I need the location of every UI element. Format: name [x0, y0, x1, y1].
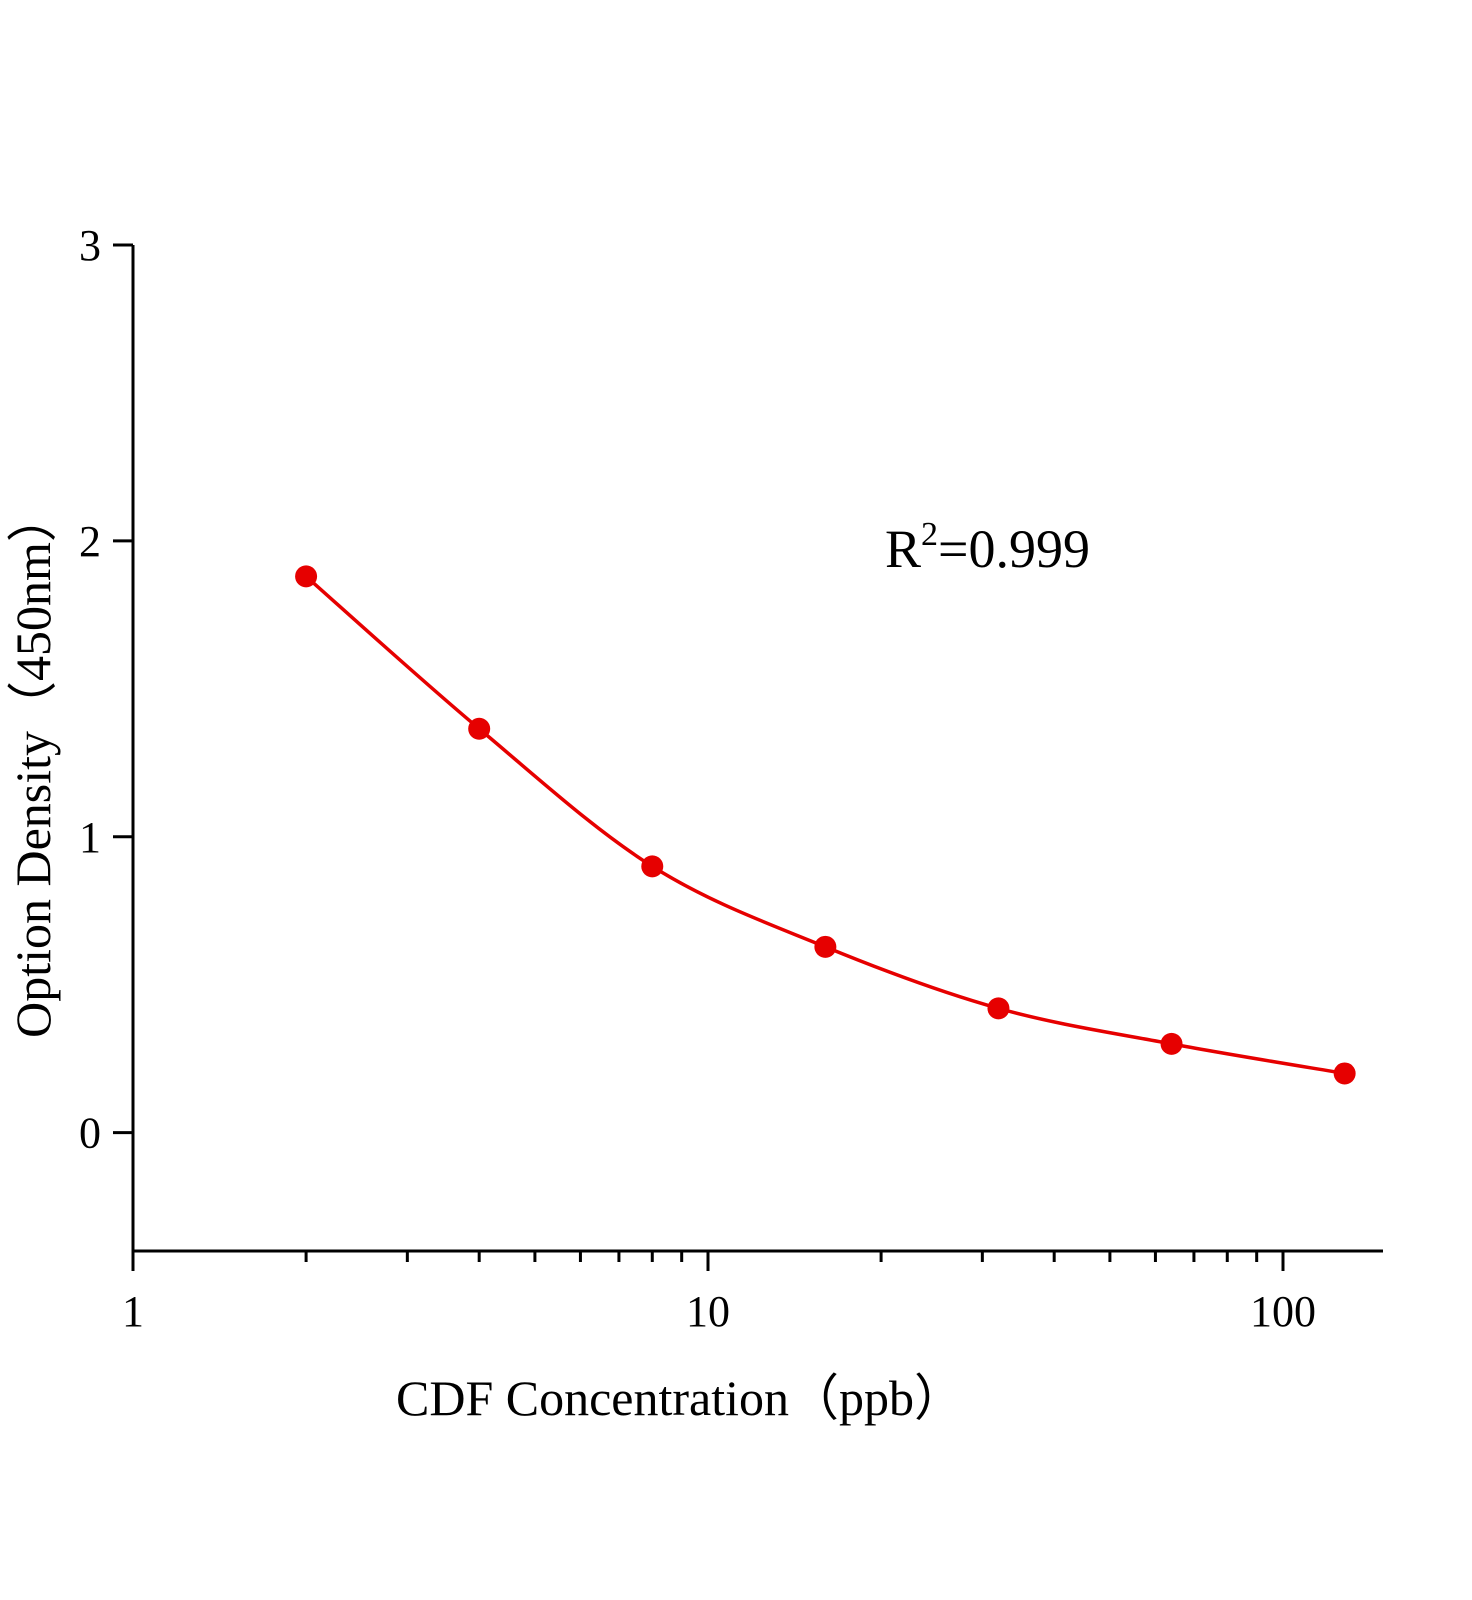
- y-tick-label: 3: [79, 221, 101, 270]
- data-point: [641, 855, 664, 878]
- y-tick-label: 0: [79, 1109, 101, 1158]
- r-squared-annotation: R2=0.999: [885, 516, 1090, 579]
- data-points: [295, 565, 1356, 1085]
- y-tick-label: 2: [79, 517, 101, 566]
- y-axis-title: Option Density（450nm）: [5, 492, 61, 1038]
- fit-curve: [304, 575, 1345, 1076]
- y-tick-label: 1: [79, 813, 101, 862]
- data-point: [1333, 1062, 1356, 1085]
- data-point: [295, 565, 318, 588]
- data-point: [987, 997, 1010, 1020]
- x-tick-label: 1: [122, 1287, 144, 1336]
- x-tick-label: 10: [686, 1287, 730, 1336]
- data-point: [1160, 1032, 1183, 1055]
- ticks: 0 1 2 3 1 10 100: [79, 221, 1316, 1336]
- x-axis-title: CDF Concentration（ppb）: [396, 1370, 964, 1426]
- data-point: [814, 935, 837, 958]
- data-point: [468, 717, 491, 740]
- axes: [131, 245, 1383, 1253]
- x-tick-label: 100: [1250, 1287, 1316, 1336]
